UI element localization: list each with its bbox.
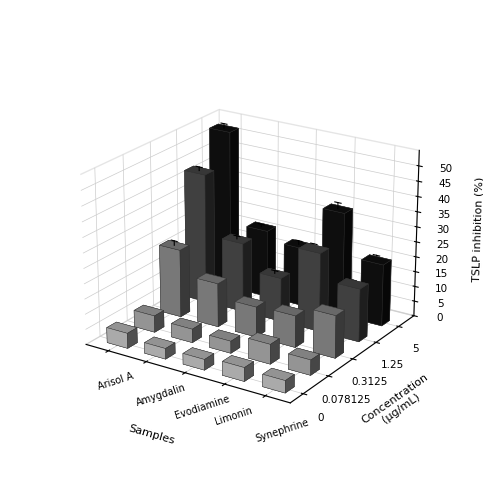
X-axis label: Samples: Samples	[128, 423, 176, 446]
Y-axis label: Concentration
(μg/mL): Concentration (μg/mL)	[359, 372, 437, 435]
